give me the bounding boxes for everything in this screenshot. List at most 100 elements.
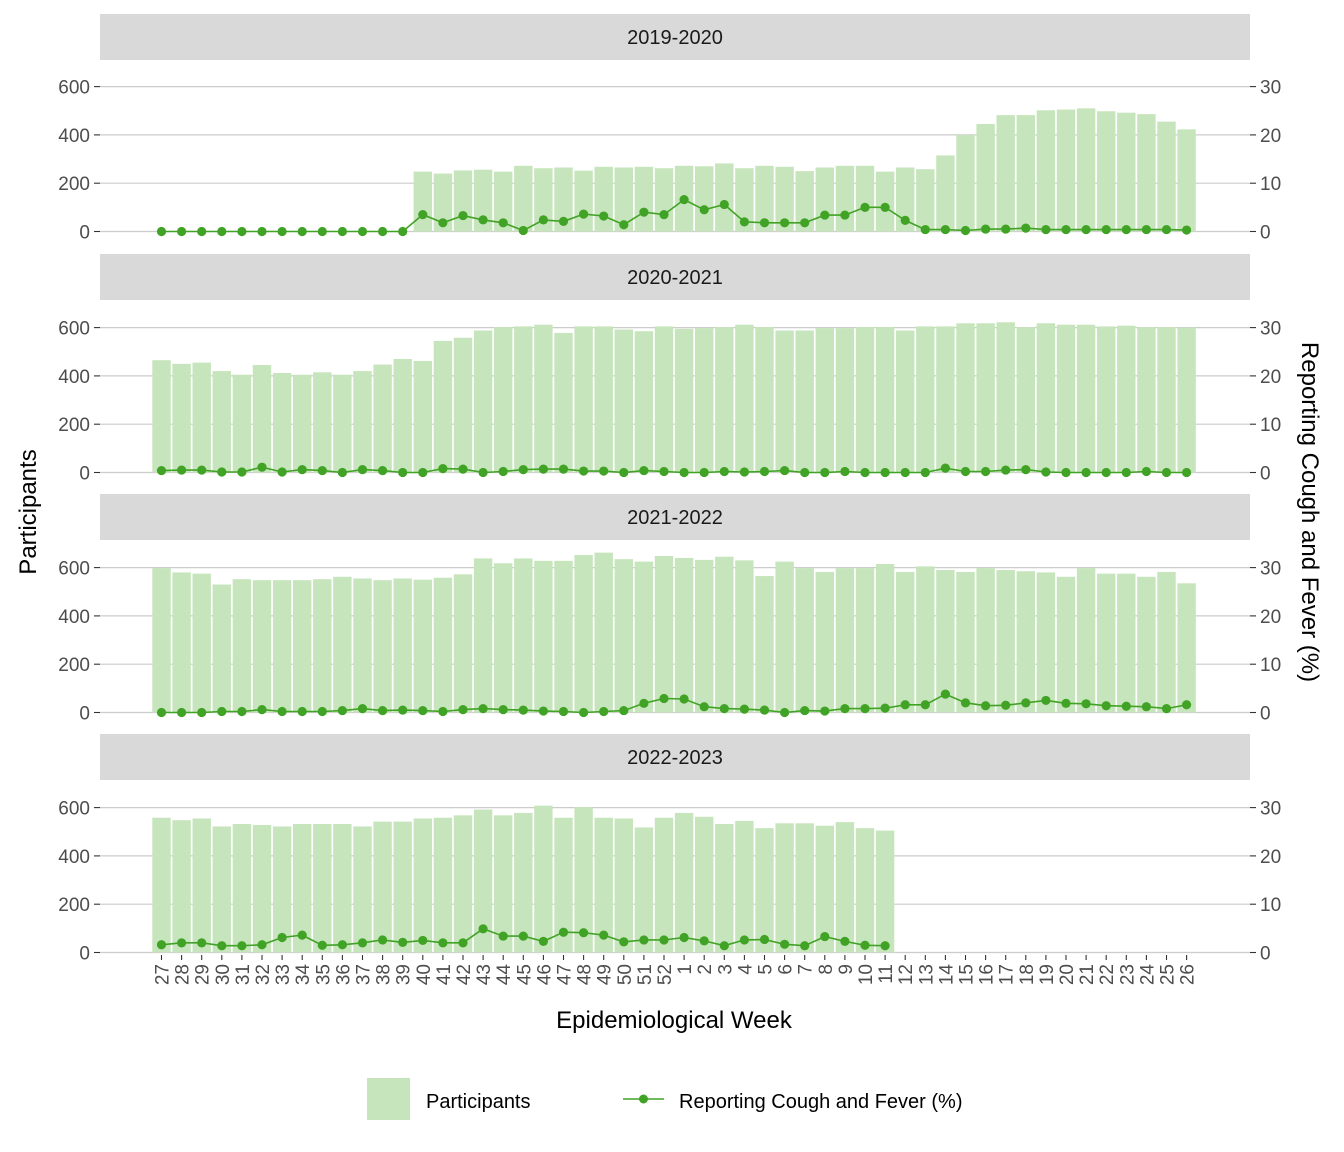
bar-participants [594, 166, 613, 232]
bar-participants [835, 165, 855, 232]
point-cough-fever [197, 226, 207, 237]
bar-participants [313, 372, 332, 473]
point-cough-fever [619, 467, 629, 478]
point-cough-fever [1101, 701, 1111, 711]
point-cough-fever [237, 706, 247, 717]
point-cough-fever [1041, 224, 1051, 235]
point-cough-fever [679, 694, 689, 704]
bar-participants [433, 817, 453, 953]
bar-participants [293, 824, 312, 953]
bar-participants [715, 556, 734, 713]
bar-participants [674, 557, 694, 713]
bar-participants [735, 820, 754, 953]
point-cough-fever [297, 226, 307, 237]
point-cough-fever [317, 940, 327, 950]
point-cough-fever [860, 467, 870, 478]
point-cough-fever [297, 465, 307, 475]
bar-participants [333, 576, 352, 713]
bar-participants [473, 169, 493, 232]
y-tick-label: 0 [79, 223, 90, 244]
bar-participants [614, 167, 633, 232]
facet-strip [100, 14, 1250, 60]
point-cough-fever [1121, 467, 1131, 478]
point-cough-fever [599, 930, 609, 940]
x-tick-label: 41 [434, 964, 455, 985]
x-axis: 27 28 29 30 31 32 33 34 35 36 37 38 39 40 41 42 43 44 45 46… [153, 955, 1199, 985]
x-tick-label: 19 [1037, 964, 1058, 985]
bar-participants [1076, 108, 1096, 232]
series-line-cough-fever [161, 466, 1187, 474]
y-tick-label: 0 [79, 704, 90, 725]
point-cough-fever [498, 218, 508, 228]
point-cough-fever [780, 218, 790, 228]
bar-participants [473, 330, 493, 473]
panel-2021-2022: 2021-2022 0 200 400 600 0 10 20 30 [58, 494, 1281, 725]
point-cough-fever [197, 707, 207, 718]
bar-participants [373, 364, 392, 473]
point-cough-fever [538, 464, 549, 474]
point-cough-fever [699, 467, 709, 478]
x-tick-label: 8 [816, 964, 837, 975]
bar-participants [272, 826, 292, 953]
bar-participants [232, 374, 252, 473]
point-cough-fever [639, 698, 649, 708]
point-cough-fever [398, 705, 408, 715]
facet-strip-label: 2021-2022 [627, 507, 723, 529]
point-cough-fever [518, 225, 528, 236]
bar-participants [695, 328, 714, 473]
x-tick-label: 20 [1057, 964, 1078, 985]
point-cough-fever [398, 226, 408, 237]
point-cough-fever [257, 940, 267, 950]
point-cough-fever [860, 202, 870, 212]
point-cough-fever [860, 704, 870, 714]
bar-participants [413, 579, 432, 713]
point-cough-fever [418, 467, 428, 478]
bar-participants [574, 807, 593, 953]
bar-participants [996, 115, 1015, 232]
bar-participants [433, 340, 453, 473]
facet-strip [100, 254, 1250, 300]
point-cough-fever [1061, 698, 1071, 708]
x-tick-label: 15 [957, 964, 978, 985]
bar-participants [775, 330, 794, 473]
x-tick-label: 16 [977, 964, 998, 985]
point-cough-fever [217, 467, 227, 477]
bar-participants [172, 572, 191, 713]
bar-participants [1117, 325, 1136, 473]
point-cough-fever [378, 935, 388, 945]
point-cough-fever [418, 705, 428, 716]
point-cough-fever [1182, 225, 1192, 235]
point-cough-fever [418, 935, 428, 946]
y-tick-label: 200 [58, 655, 90, 676]
facet-strip-label: 2022-2023 [627, 747, 723, 769]
legend-label-participants: Participants [426, 1091, 531, 1113]
bar-participants [855, 327, 875, 473]
bar-participants [916, 169, 935, 232]
point-cough-fever [800, 467, 810, 478]
bar-participants [1036, 572, 1056, 713]
point-cough-fever [1182, 467, 1192, 478]
point-cough-fever [1161, 704, 1172, 714]
point-cough-fever [277, 932, 287, 943]
point-cough-fever [257, 226, 267, 237]
bar-participants [956, 323, 975, 473]
point-cough-fever [518, 465, 528, 475]
panel-2020-2021: 2020-2021 0 200 400 600 0 10 20 30 [58, 254, 1281, 485]
point-cough-fever [458, 705, 468, 715]
bar-participants [875, 830, 895, 953]
point-cough-fever [558, 927, 569, 937]
point-cough-fever [217, 941, 227, 951]
point-cough-fever [739, 935, 750, 945]
point-cough-fever [1041, 467, 1051, 477]
bar-participants [1097, 326, 1116, 473]
bar-participants [835, 568, 855, 713]
bar-participants [755, 165, 774, 232]
x-tick-label: 33 [273, 964, 294, 985]
point-cough-fever [558, 464, 569, 474]
point-cough-fever [538, 936, 549, 946]
point-cough-fever [398, 467, 408, 478]
bar-participants [976, 323, 995, 473]
point-cough-fever [599, 706, 609, 717]
bar-participants [333, 374, 352, 473]
x-tick-label: 50 [615, 964, 636, 985]
